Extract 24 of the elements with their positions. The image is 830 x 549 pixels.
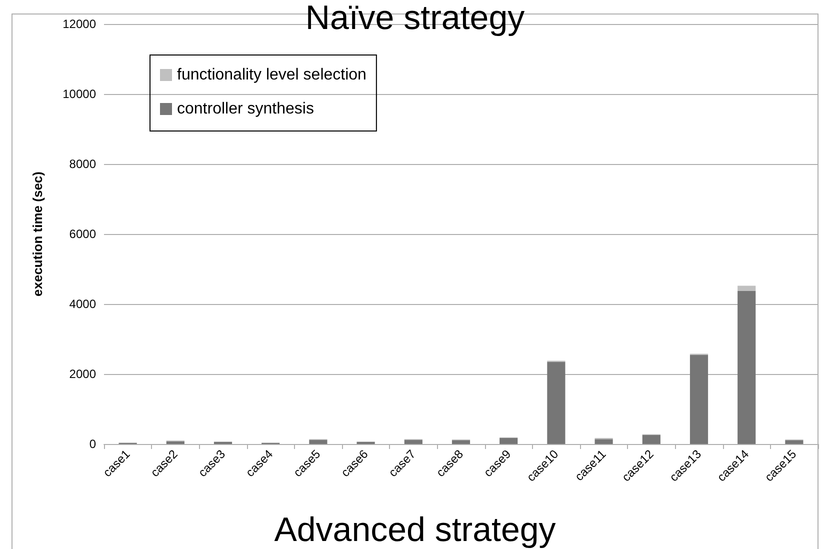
bar [690,354,708,444]
y-tick-label: 0 [89,437,96,451]
bar [166,441,184,444]
chart-title: Naïve strategy [305,0,525,37]
y-axis-title: execution time (sec) [30,172,45,296]
y-tick-label: 2000 [69,367,96,381]
bar [738,286,756,292]
bar [594,439,613,444]
y-tick-label: 10000 [62,87,96,101]
bar [642,434,660,444]
legend-label: functionality level selection [177,66,366,84]
y-tick-label: 12000 [62,17,96,31]
text: Advanced strategy [274,511,556,549]
bar [452,440,470,444]
bar [738,291,756,444]
y-tick-label: 4000 [69,297,96,311]
y-tick-label: 8000 [69,157,96,171]
bar [404,440,422,444]
bar [309,440,328,444]
bar [785,440,804,444]
bar [500,438,518,444]
bar [547,362,566,444]
y-tick-label: 6000 [69,227,96,241]
legend-label: controller synthesis [177,100,314,118]
